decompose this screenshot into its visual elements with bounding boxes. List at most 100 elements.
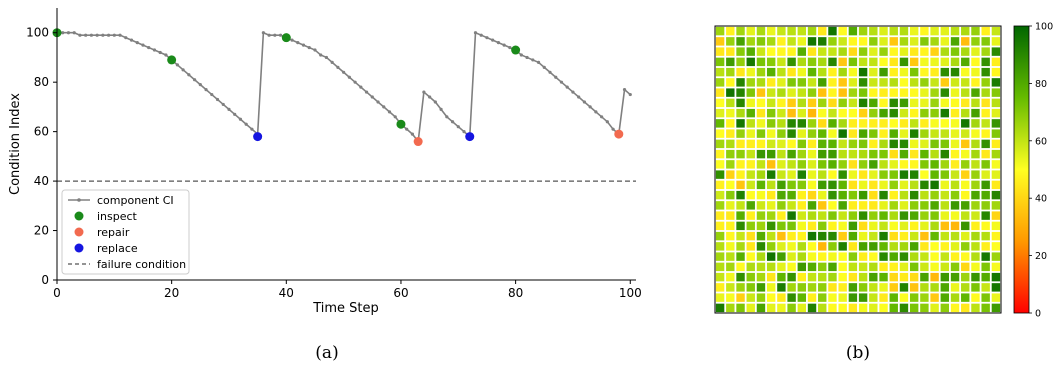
heatmap-cell (818, 201, 827, 210)
heatmap-cell (828, 160, 837, 169)
heatmap-cell (940, 57, 950, 67)
heatmap-cell (715, 242, 725, 251)
heatmap-cell (991, 231, 1001, 241)
heatmap-cell (869, 180, 878, 190)
heatmap-cell (766, 139, 776, 149)
heatmap-cell (807, 67, 817, 77)
heatmap-cell (981, 170, 990, 179)
heatmap-cell (756, 272, 766, 282)
component-ci-line (57, 31, 631, 144)
heatmap-cell (991, 26, 1001, 36)
heatmap-cell (899, 201, 909, 210)
heatmap-cell (807, 231, 817, 241)
heatmap-cell (981, 252, 990, 261)
heatmap-cell (766, 201, 776, 210)
heatmap-cell (889, 190, 898, 200)
heatmap-cell (807, 108, 817, 118)
legend: component CI inspect repair replace fail… (61, 189, 190, 275)
heatmap-cell (838, 293, 847, 302)
heatmap-cell (818, 242, 827, 251)
heatmap-cell (858, 37, 868, 46)
heatmap-cell (726, 201, 735, 210)
heatmap-cell (930, 170, 939, 179)
heatmap-cell (899, 272, 909, 282)
heatmap-cell (736, 180, 745, 190)
heatmap-cell (899, 221, 909, 231)
heatmap-cell (981, 201, 990, 210)
heatmap-cell (838, 139, 847, 149)
y-tick-label: 0 (41, 273, 49, 287)
heatmap-cell (981, 242, 990, 251)
heatmap-cell (818, 170, 827, 179)
heatmap-cell (961, 231, 970, 241)
heatmap-cell (971, 231, 980, 241)
heatmap-cell (726, 221, 735, 231)
heatmap-cell (879, 221, 888, 231)
heatmap-cell (848, 170, 858, 179)
heatmap-cell (940, 170, 950, 179)
heatmap-cell (807, 180, 817, 190)
heatmap-cell (909, 242, 919, 251)
heatmap-cell (756, 283, 766, 292)
heatmap-cell (940, 252, 950, 261)
heatmap-cell (715, 149, 725, 159)
heatmap-cell (715, 119, 725, 128)
heatmap-cell (746, 262, 755, 272)
heatmap-cell (950, 67, 960, 77)
heatmap-cell (726, 170, 735, 179)
heatmap-cell (991, 37, 1001, 46)
heatmap-cell (736, 252, 745, 261)
heatmap-cell (736, 129, 745, 138)
heatmap-cell (889, 242, 898, 251)
component-ci-point (582, 100, 587, 104)
heatmap-cell (920, 221, 929, 231)
heatmap-cell (981, 129, 990, 138)
heatmap-cell (818, 47, 827, 56)
heatmap-cell (787, 57, 796, 67)
component-ci-point (479, 33, 483, 37)
heatmap-cell (991, 221, 1001, 231)
heatmap-cell (981, 139, 990, 149)
heatmap-cell (981, 293, 990, 302)
heatmap-cell (950, 190, 960, 200)
heatmap-cell (818, 67, 827, 77)
heatmap-cell (920, 303, 929, 313)
heatmap-cell (715, 262, 725, 272)
heatmap-cell (807, 242, 817, 251)
heatmap-cell (961, 78, 970, 87)
heatmap-cell (899, 67, 909, 77)
heatmap-cell (797, 149, 807, 159)
heatmap-cell (961, 67, 970, 77)
component-ci-point (531, 58, 535, 62)
heatmap-cell (940, 26, 950, 36)
component-ci-point (89, 33, 93, 37)
heatmap-cell (715, 57, 725, 67)
component-ci-point (605, 120, 609, 124)
heatmap-cell (838, 88, 847, 97)
heatmap-cell (736, 303, 745, 313)
heatmap-cell (899, 262, 909, 272)
heatmap-cell (838, 211, 847, 220)
heatmap-cell (940, 139, 950, 149)
heatmap-cell (828, 272, 837, 282)
heatmap-cell (889, 180, 898, 190)
heatmap-cell (971, 252, 980, 261)
heatmap-cell (756, 98, 766, 108)
heatmap-cell (991, 98, 1001, 108)
heatmap-cell (807, 201, 817, 210)
heatmap-cell (971, 190, 980, 200)
component-ci-point (307, 45, 311, 50)
heatmap-cell (797, 78, 807, 87)
heatmap-cell (971, 47, 980, 56)
heatmap-cell (858, 180, 868, 190)
heatmap-cell (797, 57, 807, 67)
legend-label-failure-condition: failure condition (97, 258, 186, 271)
heatmap-cell (889, 272, 898, 282)
heatmap-cell (848, 57, 858, 67)
component-ci-point (152, 48, 157, 52)
heatmap-cell (715, 139, 725, 149)
heatmap-cell (889, 211, 898, 220)
heatmap-cell (848, 221, 858, 231)
heatmap-cell (940, 67, 950, 77)
